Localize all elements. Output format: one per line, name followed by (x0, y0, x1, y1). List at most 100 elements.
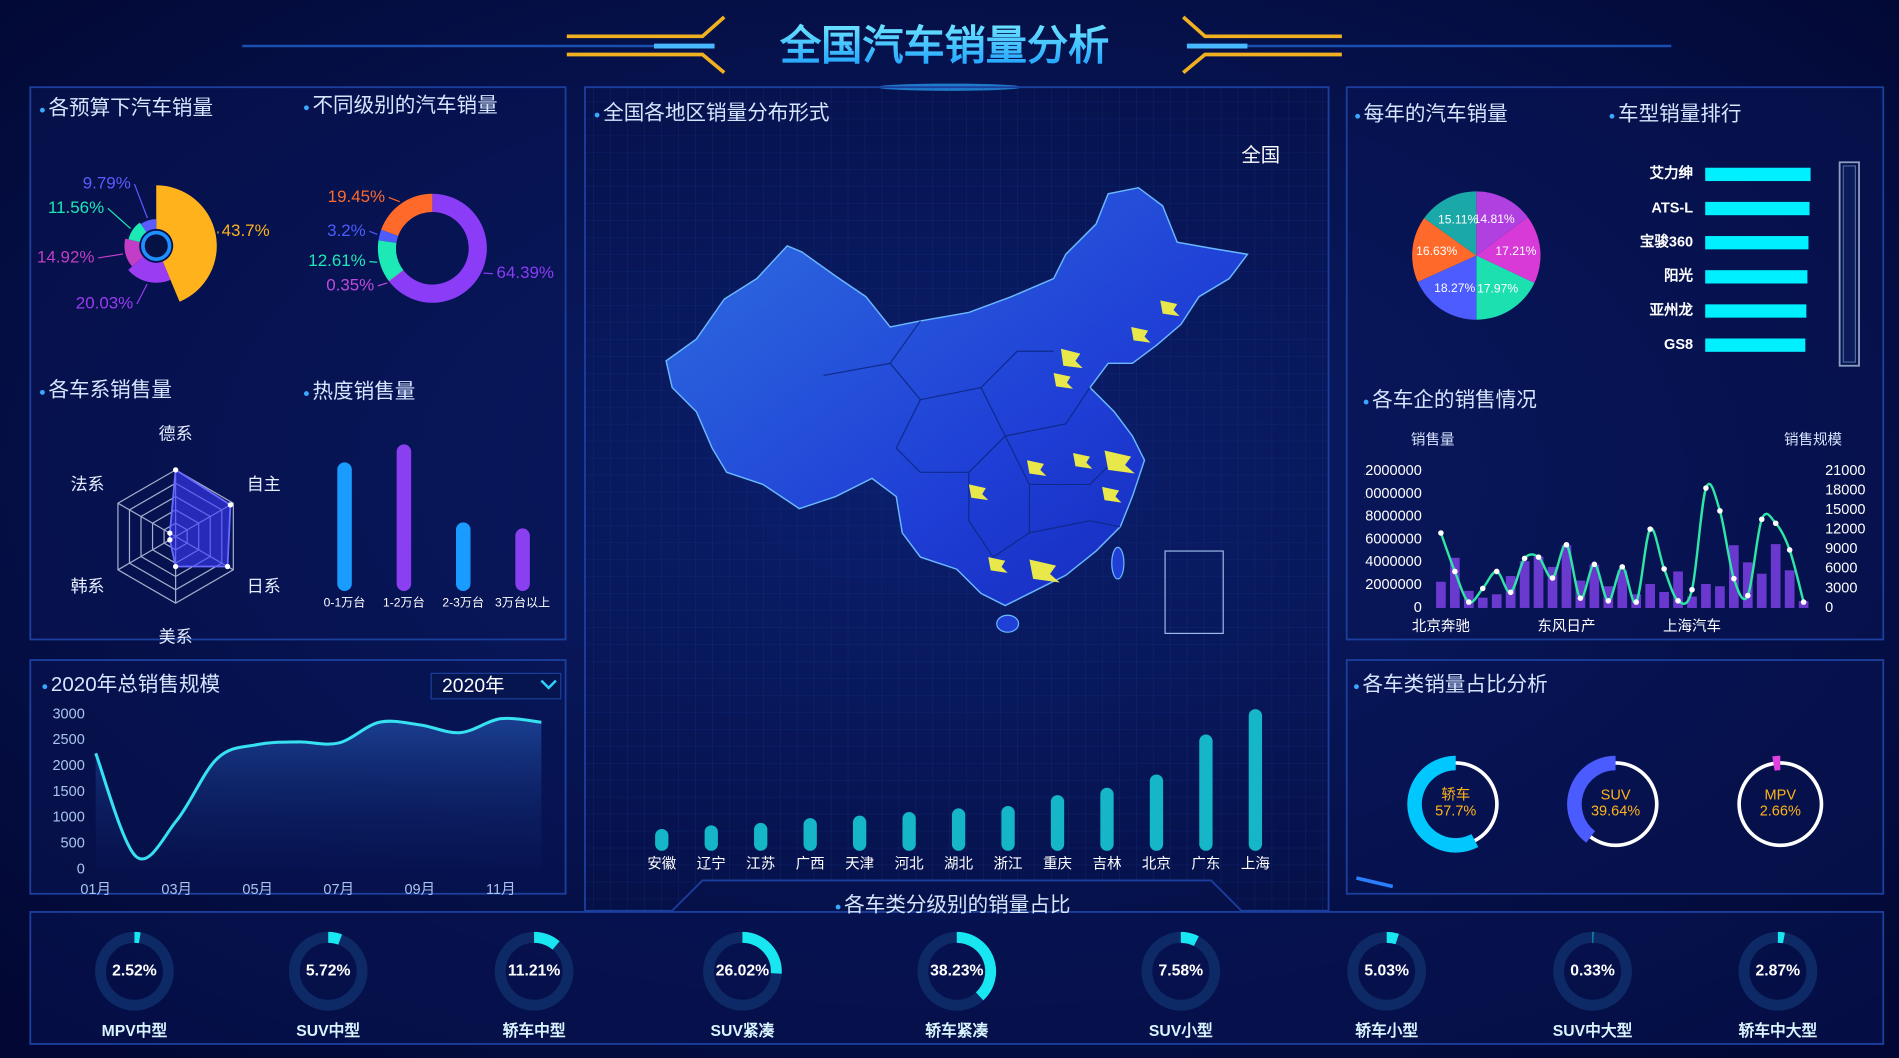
gauge-category: 轿车小型 (1355, 1021, 1418, 1040)
gauge-arc (1567, 755, 1616, 843)
gauge-value: 26.02% (716, 962, 769, 979)
gauge-value: 5.72% (306, 962, 351, 979)
y-tick-label: 2500 (52, 732, 84, 748)
donut-slice (381, 193, 433, 236)
panel (29, 86, 567, 641)
line-point (1619, 564, 1626, 570)
x-tick-label: 上海汽车 (1663, 618, 1721, 635)
line-point (1800, 599, 1807, 605)
x-tick-label: 浙江 (994, 856, 1023, 873)
y-tick-label: 1000 (52, 810, 84, 826)
rose-slice (128, 256, 171, 283)
bar (1561, 545, 1572, 608)
y2-tick-label: 9000 (1825, 541, 1857, 557)
year-selector[interactable]: 2020年 (430, 672, 562, 700)
y-tick-label: 500 (61, 836, 85, 852)
gauge-arc (956, 931, 997, 1001)
line-point (1466, 599, 1472, 605)
bar (1705, 338, 1806, 352)
leader-line (369, 230, 378, 235)
y-tick-label: 10000000 (1357, 486, 1422, 502)
line-point (1479, 585, 1486, 592)
y2-tick-label: 18000 (1825, 483, 1865, 499)
bar (1659, 591, 1669, 608)
gauge-category: SUV中大型 (1553, 1021, 1633, 1040)
scrollbar (1838, 161, 1860, 367)
x-tick-label: 广西 (796, 856, 825, 873)
gauge-category: 轿车 (1441, 787, 1470, 804)
y2-tick-label: 15000 (1825, 502, 1865, 518)
line-point (1661, 566, 1667, 572)
slice-label: 16.63% (1416, 244, 1457, 258)
leader-line (98, 253, 124, 259)
y2-tick-label: 12000 (1825, 522, 1865, 538)
bar (1687, 596, 1697, 608)
title-bullet (1609, 113, 1615, 119)
y-tick-label: ATS-L (1651, 200, 1693, 216)
chart-title: 热度销售量 (312, 380, 415, 403)
x-tick-label: 天津 (845, 856, 874, 873)
y-tick-label: 12000000 (1357, 463, 1422, 479)
x-tick-label: 3万台以上 (495, 594, 550, 609)
line-point (1521, 555, 1528, 562)
panel (1345, 659, 1885, 895)
selector-text[interactable]: 2020年 (442, 675, 504, 697)
gauge-category: 轿车中型 (503, 1021, 566, 1040)
chart-title: 各车类销量占比分析 (1362, 673, 1547, 696)
map-flags (968, 300, 1180, 583)
bar (1770, 544, 1781, 608)
bar (1705, 236, 1809, 250)
header-bracket (566, 15, 1342, 75)
bar (1756, 573, 1767, 608)
line-point (1647, 526, 1653, 532)
scroll-thumb (1842, 165, 1856, 363)
pie-slice (1476, 191, 1528, 256)
x-tick-label: 北京奔驰 (1412, 618, 1470, 635)
leader-line (107, 207, 132, 230)
bar (1784, 570, 1795, 608)
x-tick-label: 北京 (1142, 856, 1171, 873)
line-point (1452, 568, 1458, 575)
x-tick-label: 辽宁 (697, 856, 726, 873)
line-point (1549, 575, 1556, 581)
bar (1701, 584, 1711, 608)
bar (1603, 586, 1614, 608)
slice-label: 15.11% (1438, 212, 1478, 226)
donut-slice (377, 240, 404, 282)
gauge-value: 5.03% (1364, 962, 1409, 979)
title-bullet (1354, 684, 1359, 690)
line-point (1535, 554, 1542, 560)
gauge-arc (533, 931, 560, 950)
bar (1477, 597, 1488, 608)
radar-indicator: 美系 (159, 628, 193, 647)
y-tick-label: 0 (77, 861, 85, 877)
bar (1645, 584, 1655, 608)
gauge-category: SUV小型 (1149, 1022, 1213, 1040)
bar (1450, 557, 1460, 608)
bar (1533, 556, 1544, 608)
chart-title: 不同级别的汽车销量 (312, 94, 497, 117)
gauge-arc (1772, 755, 1781, 771)
x-tick-label: 江苏 (746, 856, 775, 873)
bar (1617, 570, 1628, 608)
line-point (1703, 485, 1709, 491)
bar (1519, 561, 1530, 608)
chart-title: 各车企的销售情况 (1372, 388, 1537, 411)
radar-spoke (117, 502, 176, 538)
line-point (1717, 508, 1723, 514)
left-axis: 0 2000000 4000000 6000000 8000000 10000000 120… (1357, 463, 1422, 616)
line-point (1689, 586, 1695, 593)
radar-spoke (117, 535, 176, 571)
selector-chevron[interactable] (540, 679, 557, 690)
radar-point (167, 530, 173, 536)
x-tick-label: 11月 (486, 882, 516, 898)
slice-label: 19.45% (328, 187, 385, 206)
line-point (1577, 595, 1584, 601)
gauge-arc (1407, 755, 1479, 853)
south-sea-box (1164, 550, 1224, 635)
slice-label: 17.97% (1477, 281, 1518, 295)
selector-box[interactable] (430, 672, 562, 700)
gauge-category: MPV (1765, 788, 1797, 804)
line-point (1438, 530, 1444, 536)
